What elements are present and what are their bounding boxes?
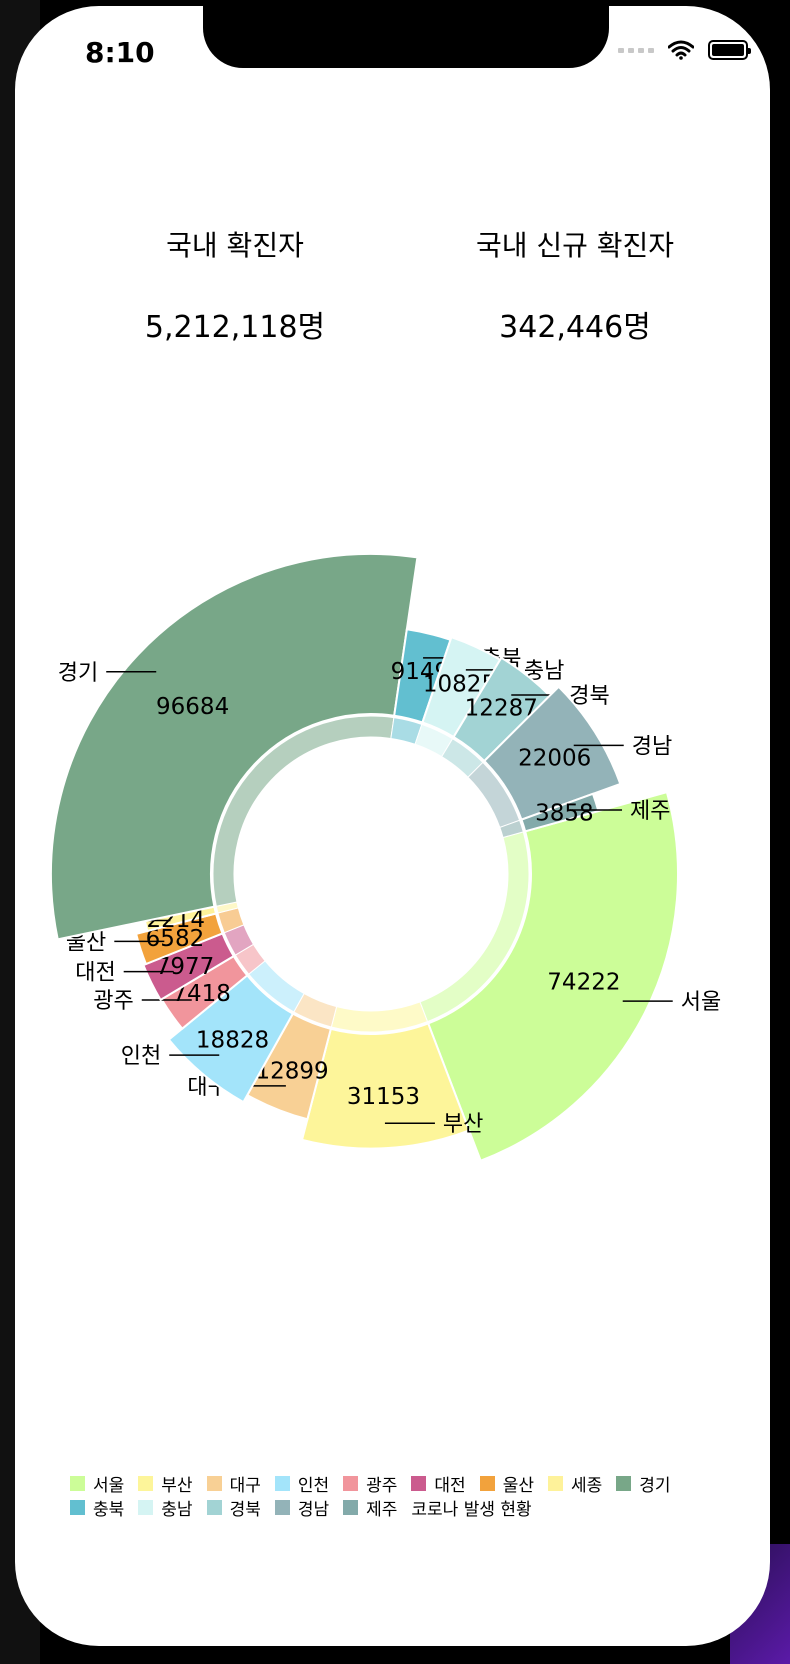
new-cases-label: 국내 신규 확진자 bbox=[475, 229, 675, 262]
legend-item-울산[interactable]: 울산 bbox=[479, 1472, 534, 1496]
legend-item-경북[interactable]: 경북 bbox=[206, 1496, 261, 1520]
legend-label: 경남 bbox=[297, 1499, 330, 1520]
legend-swatch bbox=[138, 1475, 154, 1491]
slice-경남[interactable] bbox=[482, 685, 622, 821]
legend-label: 서울 bbox=[93, 1475, 125, 1496]
legend-item-경남[interactable]: 경남 bbox=[274, 1496, 330, 1520]
legend-swatch bbox=[274, 1475, 290, 1491]
total-cases-label: 국내 확진자 bbox=[166, 229, 304, 262]
category-label-광주: 광주 bbox=[93, 989, 133, 1014]
slice-제주[interactable] bbox=[520, 792, 600, 833]
legend-label: 충남 bbox=[161, 1499, 193, 1520]
notch bbox=[203, 6, 609, 68]
legend-label: 부산 bbox=[161, 1475, 193, 1496]
value-label-대전: 7977 bbox=[156, 954, 215, 980]
legend-swatch bbox=[206, 1499, 222, 1515]
slice-인천[interactable] bbox=[167, 973, 295, 1104]
signal-icon bbox=[618, 47, 654, 53]
inner-ring-제주 bbox=[499, 819, 524, 839]
category-label-제주: 제주 bbox=[630, 799, 670, 824]
phone-screen: 8:10 국내 확진자 5,212,118명 국내 신규 확진자 342,446… bbox=[15, 6, 770, 1646]
new-cases-block: 국내 신규 확진자 342,446명 bbox=[435, 224, 715, 346]
legend-label: 경기 bbox=[639, 1475, 671, 1496]
legend-item-세종[interactable]: 세종 bbox=[547, 1472, 603, 1496]
category-label-서울: 서울 bbox=[681, 990, 721, 1015]
legend-item-광주[interactable]: 광주 bbox=[343, 1472, 398, 1496]
legend-swatch bbox=[343, 1499, 359, 1515]
legend-swatch bbox=[70, 1499, 85, 1515]
new-cases-value: 342,446명 bbox=[499, 310, 651, 345]
slice-부산[interactable] bbox=[300, 1022, 471, 1150]
category-label-인천: 인천 bbox=[121, 1044, 161, 1069]
legend-item-부산[interactable]: 부산 bbox=[138, 1472, 193, 1496]
slice-서울[interactable] bbox=[426, 790, 679, 1163]
legend-swatch bbox=[343, 1475, 359, 1491]
battery-icon bbox=[708, 40, 751, 60]
legend-title: 코로나 발생 현황 bbox=[411, 1499, 532, 1520]
legend-item-경기[interactable]: 경기 bbox=[616, 1472, 671, 1496]
legend-swatch bbox=[70, 1475, 85, 1491]
slice-경기[interactable] bbox=[50, 553, 419, 941]
legend-label: 대구 bbox=[229, 1475, 261, 1496]
status-icons bbox=[618, 40, 751, 60]
legend-label: 충북 bbox=[93, 1499, 125, 1520]
legend-label: 경북 bbox=[229, 1499, 261, 1520]
legend-swatch bbox=[479, 1475, 495, 1491]
legend-swatch bbox=[274, 1499, 290, 1515]
legend-label: 인천 bbox=[297, 1475, 330, 1496]
category-label-경남: 경남 bbox=[632, 734, 672, 759]
legend-label: 울산 bbox=[502, 1475, 534, 1496]
legend-swatch bbox=[411, 1475, 427, 1491]
legend-item-제주[interactable]: 제주 bbox=[343, 1496, 398, 1520]
legend-item-대구[interactable]: 대구 bbox=[206, 1472, 261, 1496]
legend-item-서울[interactable]: 서울 bbox=[70, 1472, 125, 1496]
legend-label: 제주 bbox=[366, 1499, 398, 1520]
legend-swatch bbox=[616, 1475, 632, 1491]
value-label-부산: 31153 bbox=[347, 1084, 420, 1110]
value-label-대구: 12899 bbox=[256, 1058, 329, 1084]
wifi-icon bbox=[668, 40, 694, 60]
total-cases-block: 국내 확진자 5,212,118명 bbox=[135, 224, 335, 346]
value-label-서울: 74222 bbox=[547, 970, 620, 996]
value-label-인천: 18828 bbox=[196, 1027, 269, 1053]
category-label-부산: 부산 bbox=[443, 1112, 483, 1137]
legend-item-충남[interactable]: 충남 bbox=[138, 1496, 193, 1520]
legend-item-인천[interactable]: 인천 bbox=[274, 1472, 330, 1496]
category-label-경기: 경기 bbox=[58, 661, 98, 686]
legend-swatch bbox=[138, 1499, 154, 1515]
total-cases-value: 5,212,118명 bbox=[144, 310, 326, 345]
legend-swatch bbox=[547, 1475, 563, 1491]
value-label-경북: 12287 bbox=[465, 696, 538, 722]
legend-item-충북[interactable]: 충북 bbox=[70, 1496, 125, 1520]
legend-swatch bbox=[206, 1475, 222, 1491]
value-label-제주: 3858 bbox=[535, 800, 594, 826]
value-label-경기: 96684 bbox=[156, 694, 229, 720]
value-label-울산: 6582 bbox=[146, 926, 205, 952]
category-label-대전: 대전 bbox=[75, 961, 115, 986]
legend-label: 대전 bbox=[434, 1475, 466, 1496]
value-label-경남: 22006 bbox=[518, 745, 591, 771]
donut-chart[interactable]: 74222서울31153부산12899대구18828인천7418광주7977대전… bbox=[15, 6, 770, 1406]
legend-label: 광주 bbox=[366, 1475, 398, 1496]
legend-label: 세종 bbox=[570, 1475, 603, 1496]
legend-item-대전[interactable]: 대전 bbox=[411, 1472, 466, 1496]
status-time: 8:10 bbox=[85, 36, 155, 69]
